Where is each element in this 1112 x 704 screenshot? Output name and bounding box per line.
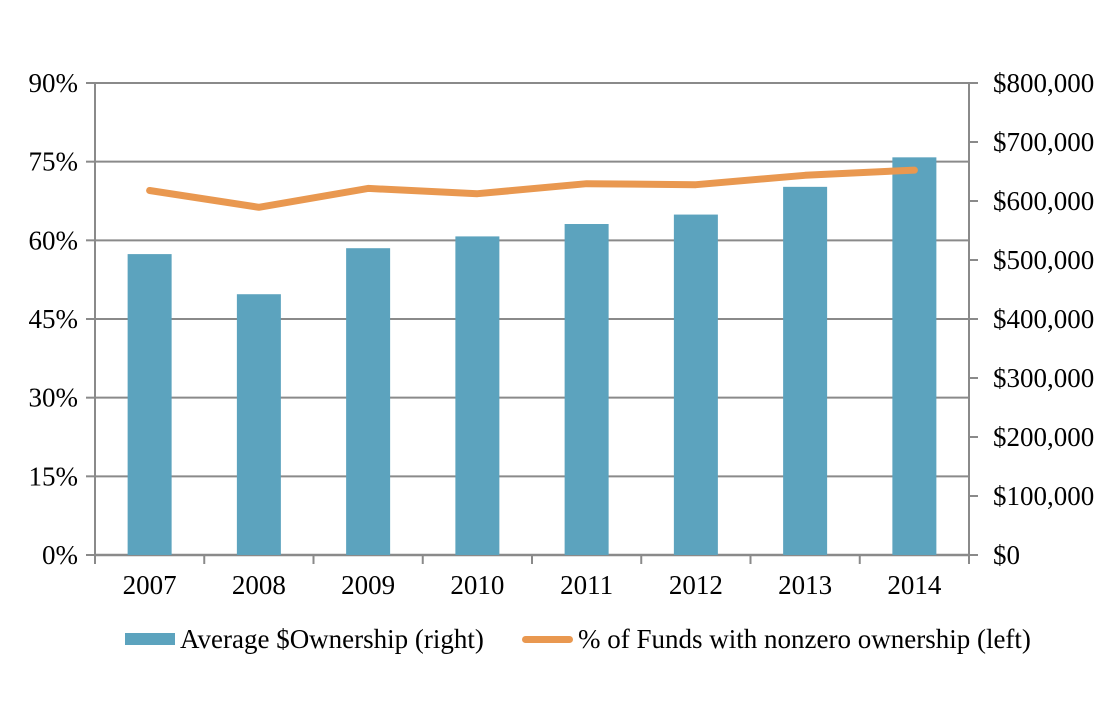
left-axis-label: 60% [29, 225, 79, 255]
right-axis-label: $700,000 [993, 127, 1094, 157]
left-axis-label: 90% [29, 68, 79, 98]
left-axis-label: 75% [29, 147, 79, 177]
line-series-label: % of Funds with nonzero ownership (left) [578, 623, 1031, 654]
x-axis-label: 2007 [123, 570, 177, 600]
bar-2012 [673, 214, 718, 555]
x-axis-label: 2008 [232, 570, 286, 600]
right-axis-label: $200,000 [993, 422, 1094, 452]
bar-2013 [783, 186, 828, 555]
left-axis-label: 15% [29, 461, 79, 491]
bar-2009 [346, 248, 391, 555]
x-axis-label: 2010 [450, 570, 504, 600]
x-axis-label: 2009 [341, 570, 395, 600]
chart-legend: Average $Ownership (right) % of Funds wi… [0, 0, 1112, 654]
x-axis-label: 2011 [560, 570, 613, 600]
right-axis-label: $400,000 [993, 304, 1094, 334]
x-axis-label: 2013 [778, 570, 832, 600]
left-axis-label: 45% [29, 304, 79, 334]
right-axis-label: $600,000 [993, 186, 1094, 216]
right-axis-label: $500,000 [993, 245, 1094, 275]
line-series-swatch [522, 635, 573, 643]
x-axis-label: 2012 [669, 570, 723, 600]
bar-series-label: Average $Ownership (right) [180, 623, 484, 654]
left-axis-label: 0% [42, 540, 78, 570]
left-axis-label: 30% [29, 383, 79, 413]
bar-2011 [564, 224, 609, 555]
bar-2014 [892, 157, 937, 555]
x-axis-label: 2014 [887, 570, 942, 600]
bar-series-swatch [125, 633, 175, 645]
legend-item-average-ownership: Average $Ownership (right) [125, 622, 484, 656]
legend-item-nonzero-ownership: % of Funds with nonzero ownership (left) [522, 622, 1031, 656]
right-axis-label: $800,000 [993, 68, 1094, 98]
bar-2007 [127, 254, 172, 555]
bar-2010 [455, 236, 500, 555]
nonzero-ownership-line [146, 166, 918, 211]
right-axis-label: $300,000 [993, 363, 1094, 393]
bar-2008 [236, 294, 281, 555]
right-axis-label: $100,000 [993, 481, 1094, 511]
right-axis-label: $0 [993, 540, 1020, 570]
